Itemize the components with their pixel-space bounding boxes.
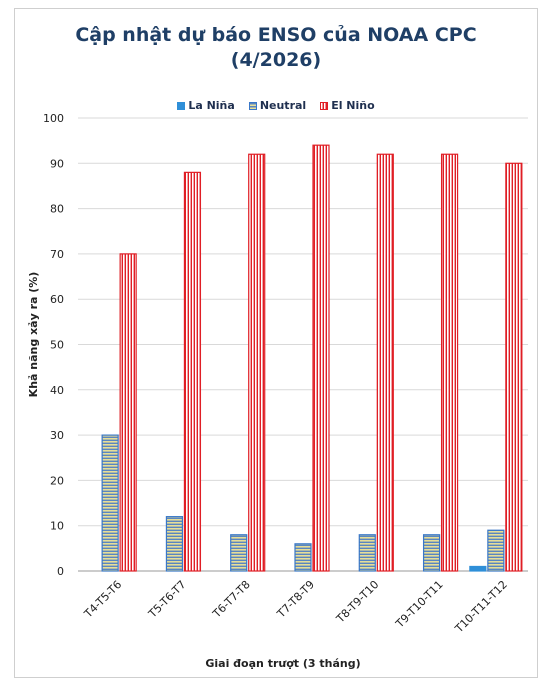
bar-el-nino (376, 153, 394, 572)
legend-item-la-nina: La Niña (177, 99, 235, 112)
bar-neutral (294, 543, 312, 572)
bar-el-nino (440, 153, 459, 572)
bar-el-nino (505, 162, 523, 572)
y-tick-label: 0 (57, 565, 64, 578)
legend-swatch-la-nina (177, 101, 186, 110)
legend-label-neutral: Neutral (259, 99, 307, 112)
legend-label-el-nino: El Niño (331, 99, 375, 112)
y-tick-label: 40 (50, 384, 64, 397)
bar-el-nino (248, 153, 266, 572)
y-axis-title: Khả năng xảy ra (%) (27, 272, 40, 398)
bar-la-nina (469, 565, 487, 572)
y-tick-label: 100 (43, 112, 64, 125)
legend-swatch-el-nino (320, 101, 329, 110)
y-tick-label: 60 (50, 293, 64, 306)
x-tick-label: T5-T6-T7 (145, 578, 188, 621)
bar-el-nino (183, 171, 202, 572)
y-tick-label: 10 (50, 520, 64, 533)
x-tick-label: T6-T7-T8 (210, 578, 253, 621)
chart-title: Cập nhật dự báo ENSO của NOAA CPC (4/202… (15, 23, 537, 73)
y-tick-label: 70 (50, 248, 64, 261)
bar-neutral (101, 434, 119, 572)
y-tick-label: 90 (50, 157, 64, 170)
legend-item-el-nino: El Niño (320, 99, 375, 112)
bar-neutral (230, 534, 248, 572)
x-tick-label: T10-T11-T12 (452, 578, 510, 636)
x-tick-label: T9-T10-T11 (393, 578, 446, 631)
chart-title-line2: (4/2026) (230, 49, 322, 71)
y-tick-label: 30 (50, 429, 64, 442)
bar-el-nino (119, 253, 137, 572)
bar-neutral (487, 529, 505, 572)
chart-title-line1: Cập nhật dự báo ENSO của NOAA CPC (75, 24, 477, 46)
y-tick-label: 50 (50, 339, 64, 352)
chart-legend: La Niña Neutral El Niño (15, 99, 537, 112)
x-axis-title: Giai đoạn trượt (3 tháng) (205, 657, 360, 670)
y-tick-label: 20 (50, 474, 64, 487)
bar-neutral (165, 516, 184, 572)
x-tick-label: T4-T5-T6 (81, 578, 124, 621)
y-tick-label: 80 (50, 203, 64, 216)
x-tick-label: T7-T8-T9 (274, 578, 317, 621)
bar-el-nino (312, 144, 330, 572)
bar-neutral (358, 534, 376, 572)
bar-neutral (422, 534, 441, 572)
legend-swatch-neutral (248, 101, 257, 110)
x-tick-label: T8-T9-T10 (333, 578, 381, 626)
legend-item-neutral: Neutral (248, 99, 307, 112)
legend-label-la-nina: La Niña (188, 99, 235, 112)
